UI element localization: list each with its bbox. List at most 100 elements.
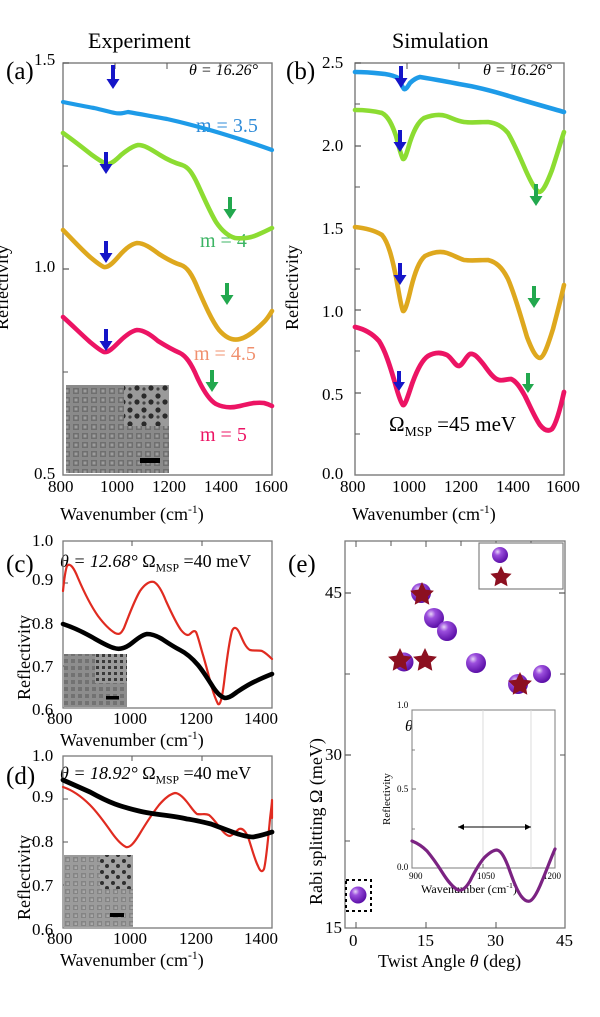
panel-e-inset-split-annotation: 18 meV — [477, 818, 503, 827]
panel-d-xtick-2: 1200 — [179, 929, 213, 948]
panel-c-ytick-3: 0.7 — [32, 657, 54, 676]
sim-m45 — [352, 224, 567, 361]
panel-b-column-title: Simulation — [392, 28, 489, 53]
panel-e-inset-ytick-0: 1.0 — [397, 700, 409, 710]
panel-b-xtick-1: 1000 — [392, 477, 426, 496]
panel-e-frame — [344, 540, 566, 929]
panel-e-legend-label-exp: Exp — [524, 570, 549, 586]
panel-d-ytick-2: 0.8 — [32, 832, 54, 851]
panel-a-curve-label-m45: m = 4.5 — [194, 343, 256, 365]
panel-a-column-title: Experiment — [88, 28, 191, 53]
panel-c-letter: (c) — [6, 551, 34, 578]
panel-c-xtick-0: 800 — [47, 709, 73, 728]
panel-e-inset-ylabel: Reflectivity — [381, 773, 393, 825]
panel-b-ytick-4: 0.5 — [322, 385, 344, 404]
panel-e-inset-theta-annotation: θ = 0° — [405, 718, 447, 735]
panel-e-ylabel: Rabi splitting Ω (meV) — [306, 738, 326, 905]
panel-b-omega-annotation: ΩMSP =45 meV — [389, 412, 517, 440]
panel-b-theta-annotation: θ = 16.26° — [483, 62, 553, 79]
panel-e-ytick-0: 45 — [325, 583, 342, 602]
legend-exp-marker — [490, 566, 512, 587]
panel-c-sim-curve — [61, 563, 274, 706]
panel-b-xtick-0: 800 — [340, 477, 366, 496]
panel-a-xlabel: Wavenumber (cm-1) — [60, 503, 204, 524]
panel-e-xtick-2: 30 — [487, 931, 504, 950]
panel-d-ylabel: Reflectivity — [14, 835, 34, 920]
panel-d-ytick-1: 0.9 — [32, 787, 54, 806]
panel-d-annotation: θ = 18.92° ΩMSP =40 meV — [60, 763, 252, 787]
panel-b-curves — [352, 69, 567, 433]
panel-d-xtick-0: 800 — [47, 929, 73, 948]
panel-a-curve-label-m5: m = 5 — [200, 424, 247, 446]
panel-e-xtick-1: 15 — [417, 931, 434, 950]
panel-d-xtick-3: 1400 — [244, 929, 278, 948]
panel-c-ytick-1: 0.9 — [32, 570, 54, 589]
panel-a-inset-image — [66, 385, 169, 473]
panel-a-xtick-2: 1200 — [152, 477, 186, 496]
panel-b-ytick-0: 2.5 — [322, 53, 344, 72]
panel-e-highlight-box — [345, 879, 372, 912]
panel-e-xtick-3: 45 — [556, 931, 573, 950]
panel-b-ylabel: Reflectivity — [282, 245, 302, 330]
panel-e-letter: (e) — [288, 551, 316, 578]
panel-d-ytick-3: 0.7 — [32, 876, 54, 895]
panel-a-theta-annotation: θ = 16.26° — [189, 62, 259, 79]
panel-b-letter: (b) — [286, 58, 316, 85]
panel-a-xtick-3: 1400 — [204, 477, 238, 496]
panel-e-exp-points — [388, 582, 532, 695]
panel-e-inset-xtick-1: 1050 — [477, 871, 495, 881]
panel-d-exp-curve — [60, 777, 275, 840]
panel-e-legend — [478, 542, 564, 590]
panel-e-inset-ytick-1: 0.5 — [397, 784, 409, 794]
panel-c-inset-image — [64, 654, 127, 707]
panel-b-ytick-5: 0.0 — [322, 464, 344, 483]
panel-e-xtick-0: 0 — [349, 931, 358, 950]
sim-m4 — [352, 107, 567, 195]
panel-a-letter: (a) — [6, 58, 34, 85]
panel-a-xtick-4: 1600 — [254, 477, 288, 496]
panel-e-inset-xlabel: Wavenumber (cm-1) — [421, 881, 517, 896]
panel-b-xlabel: Wavenumber (cm-1) — [352, 503, 496, 524]
panel-c-ytick-4: 0.6 — [32, 700, 54, 719]
legend-sim-marker — [492, 547, 508, 563]
panel-c-ylabel: Reflectivity — [14, 615, 34, 700]
panel-e-inset-xtick-0: 900 — [409, 871, 423, 881]
panel-b-xtick-3: 1400 — [496, 477, 530, 496]
panel-d-ytick-0: 1.0 — [32, 746, 54, 765]
panel-e-inset-xtick-2: 1200 — [543, 871, 561, 881]
panel-a-xtick-0: 800 — [48, 477, 74, 496]
panel-a-curve-label-m4: m = 4 — [200, 230, 247, 252]
panel-d-xlabel: Wavenumber (cm-1) — [60, 949, 204, 970]
panel-d-ytick-4: 0.6 — [32, 920, 54, 939]
panel-c-xtick-1: 1000 — [113, 709, 147, 728]
panel-c-annotation: θ = 12.68° ΩMSP =40 meV — [60, 551, 252, 575]
panel-c-xtick-2: 1200 — [179, 709, 213, 728]
panel-e-ytick-1: 30 — [325, 745, 342, 764]
panel-b-arrows — [393, 66, 543, 393]
panel-b-xtick-2: 1200 — [444, 477, 478, 496]
panel-e-ytick-2: 15 — [325, 918, 342, 937]
panel-c-xlabel: Wavenumber (cm-1) — [60, 729, 204, 750]
panel-e-inset-ytick-2: 0.0 — [397, 862, 409, 872]
panel-a-ytick-0: 1.5 — [34, 50, 56, 69]
panel-c-ytick-0: 1.0 — [32, 531, 54, 550]
panel-d-xtick-1: 1000 — [113, 929, 147, 948]
panel-a-curve-label-m35: m = 3.5 — [196, 115, 258, 137]
panel-e-xlabel: Twist Angle θ (deg) — [378, 951, 522, 971]
panel-b-ytick-1: 2.0 — [322, 136, 344, 155]
panel-a-ytick-2: 0.5 — [34, 464, 56, 483]
panel-d-inset-image — [64, 855, 133, 927]
panel-c-xtick-3: 1400 — [244, 709, 278, 728]
panel-e-legend-label-sim: Sim — [524, 547, 549, 563]
panel-c-ytick-2: 0.8 — [32, 614, 54, 633]
panel-b-ytick-2: 1.5 — [322, 219, 344, 238]
panel-b-xtick-4: 1600 — [546, 477, 580, 496]
panel-d-sim-curve — [61, 785, 274, 873]
panel-b-ytick-3: 1.0 — [322, 302, 344, 321]
curve-m4 — [60, 130, 275, 241]
panel-a-ylabel: Reflectivity — [0, 245, 12, 330]
panel-c-exp-curve — [60, 621, 275, 701]
panel-a-xtick-1: 1000 — [100, 477, 134, 496]
panel-e-sim-points — [349, 583, 551, 904]
